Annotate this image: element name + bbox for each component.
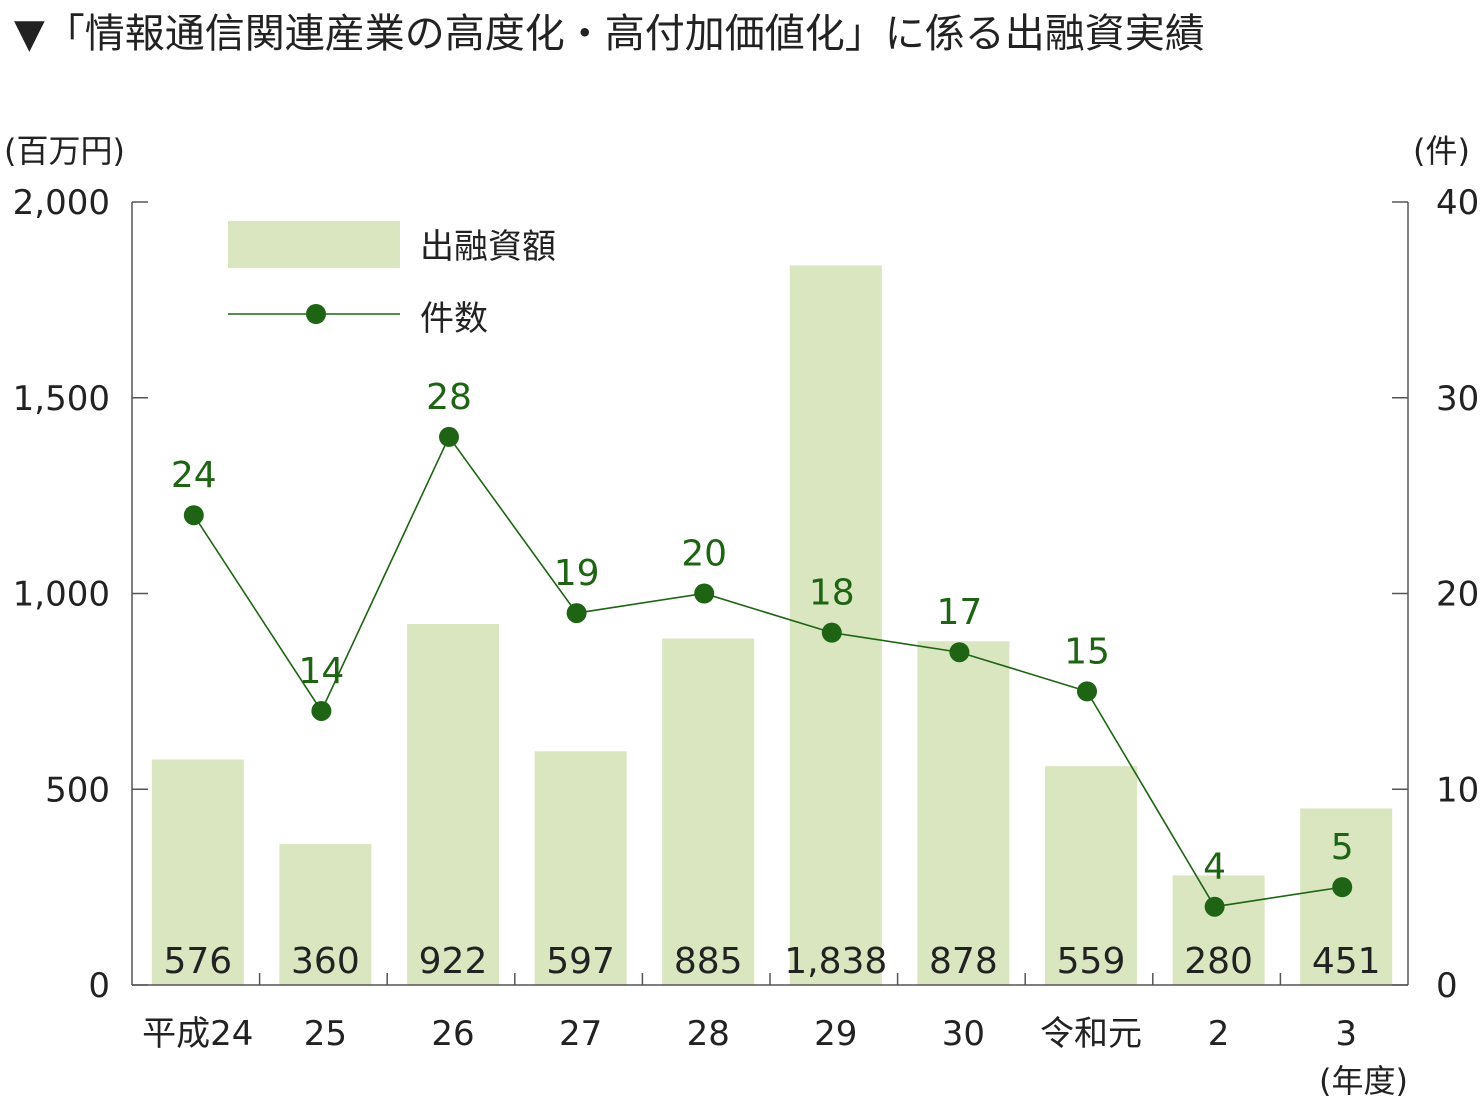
bar-7 (1045, 766, 1137, 985)
bar-series (151, 265, 1393, 986)
count-value-label: 5 (1331, 827, 1354, 868)
legend-line-label: 件数 (420, 299, 488, 339)
count-point-1 (311, 700, 332, 721)
left-tick-label: 500 (45, 770, 110, 810)
legend-bar-swatch (228, 221, 400, 268)
x-tick-label: 26 (431, 1014, 474, 1054)
x-tick-label: 30 (942, 1014, 985, 1054)
x-tick-label: 29 (814, 1014, 857, 1054)
count-value-label: 15 (1064, 631, 1110, 672)
right-tick-label: 10 (1436, 770, 1479, 810)
line-series (183, 426, 1353, 917)
x-axis-unit: (年度) (1319, 1062, 1408, 1100)
bar-value-label: 360 (291, 941, 360, 982)
count-point-2 (439, 426, 459, 447)
count-value-label: 14 (298, 651, 344, 692)
count-point-5 (821, 622, 842, 643)
left-tick-label: 0 (88, 966, 110, 1006)
bar-value-label: 576 (163, 941, 232, 982)
x-tick-label: 27 (559, 1014, 602, 1054)
count-value-label: 17 (936, 592, 982, 633)
bar-3 (534, 751, 627, 985)
count-point-9 (1332, 877, 1353, 898)
count-point-3 (566, 603, 587, 624)
count-point-6 (949, 642, 970, 663)
bar-value-label: 597 (546, 941, 615, 982)
bar-1 (279, 844, 372, 985)
bar-2 (407, 624, 499, 985)
bar-9 (1300, 808, 1393, 985)
bar-value-label: 922 (419, 941, 488, 982)
right-axis-unit: (件) (1413, 132, 1470, 170)
left-tick-label: 1,500 (13, 379, 110, 419)
count-value-label: 4 (1203, 847, 1226, 888)
right-tick-label: 0 (1436, 966, 1458, 1006)
legend-line-marker (306, 304, 326, 324)
count-value-label: 24 (171, 455, 217, 496)
count-value-label: 19 (554, 553, 600, 594)
bar-4 (662, 638, 755, 985)
right-tick-label: 30 (1436, 379, 1479, 419)
x-tick-label: 28 (687, 1014, 730, 1054)
right-tick-label: 20 (1436, 575, 1479, 615)
count-point-7 (1077, 681, 1097, 702)
left-axis-unit: (百万円) (4, 132, 125, 170)
data-labels: 576 360 922 597 885 1,838 878 559 280 451 24 14 28 19… (163, 377, 1380, 982)
x-tick-label: 3 (1335, 1014, 1357, 1054)
bar-0 (151, 759, 244, 985)
left-tick-label: 1,000 (13, 575, 110, 615)
x-tick-label: 平成24 (142, 1014, 253, 1054)
count-point-4 (694, 583, 715, 604)
bar-value-label: 878 (929, 941, 998, 982)
bar-8 (1172, 875, 1265, 985)
count-point-0 (183, 505, 204, 526)
x-tick-label: 令和元 (1040, 1014, 1142, 1054)
right-tick-label: 40 (1436, 183, 1479, 223)
chart-title: ▼「情報通信関連産業の高度化・高付加価値化」に係る出融資実績 (14, 11, 1205, 57)
count-point-8 (1204, 896, 1225, 917)
left-tick-label: 2,000 (13, 183, 110, 223)
x-tick-label: 2 (1208, 1014, 1230, 1054)
bar-value-label: 559 (1057, 941, 1126, 982)
count-value-label: 20 (681, 534, 727, 575)
bar-6 (917, 641, 1010, 985)
count-value-label: 28 (426, 377, 472, 418)
bar-value-label: 1,838 (784, 941, 887, 982)
bar-value-label: 280 (1184, 941, 1253, 982)
legend-bar-label: 出融資額 (420, 227, 556, 267)
bar-value-label: 451 (1312, 941, 1381, 982)
count-value-label: 18 (809, 573, 855, 614)
x-tick-label: 25 (304, 1014, 347, 1054)
bar-value-label: 885 (674, 941, 743, 982)
count-line (193, 435, 1343, 908)
